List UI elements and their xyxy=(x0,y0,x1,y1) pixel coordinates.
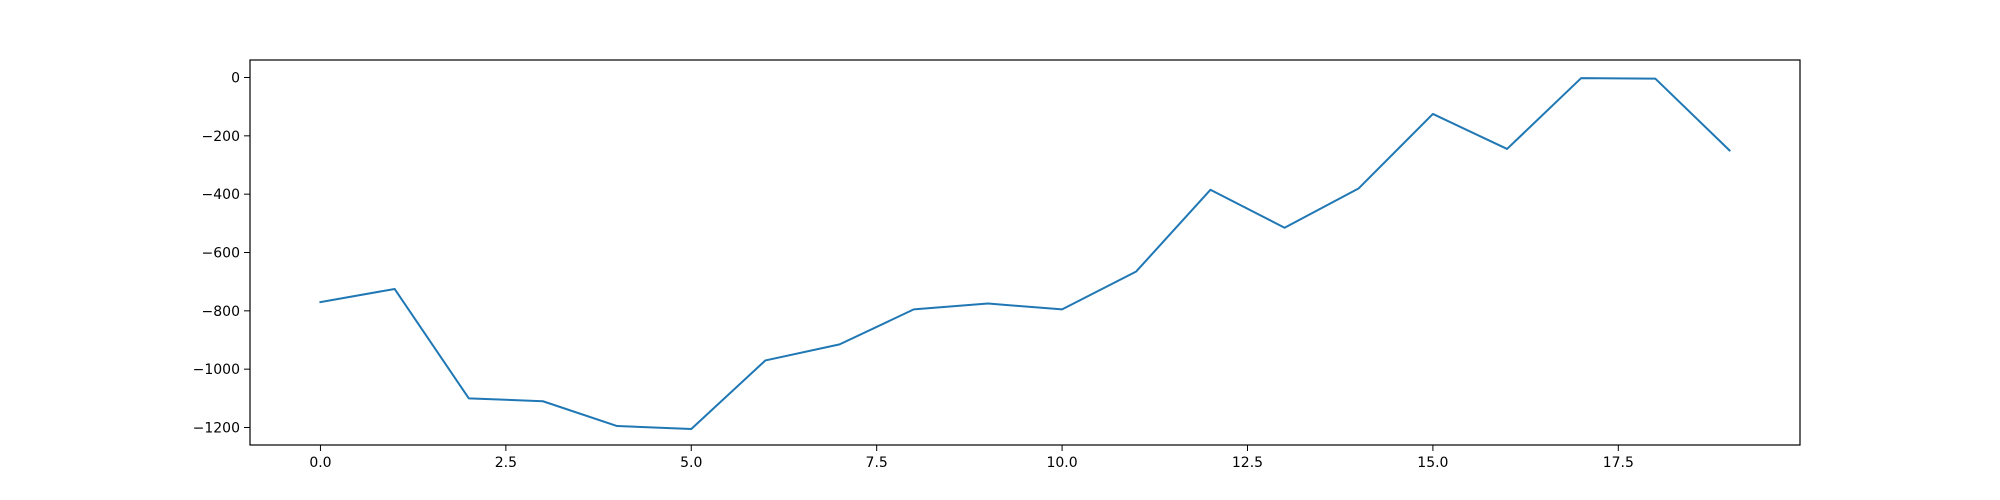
y-tick-label: −600 xyxy=(202,246,240,262)
x-axis: 0.0 2.5 5.0 7.5 10.0 12.5 15.0 17.5 xyxy=(309,445,1634,471)
y-tick-label: −800 xyxy=(202,304,240,320)
data-point xyxy=(839,343,841,345)
data-point xyxy=(913,308,915,310)
data-point xyxy=(542,400,544,402)
x-tick-label: 10.0 xyxy=(1046,455,1077,471)
data-point xyxy=(1432,113,1434,115)
y-tick-label: −400 xyxy=(202,187,240,203)
x-tick-label: 15.0 xyxy=(1417,455,1448,471)
data-point xyxy=(1135,270,1137,272)
data-point xyxy=(1358,187,1360,189)
data-point xyxy=(1209,189,1211,191)
y-tick-label: −1000 xyxy=(193,362,240,378)
y-tick-label: −200 xyxy=(202,129,240,145)
data-point xyxy=(1729,149,1731,151)
axes-frame xyxy=(249,59,1801,446)
x-tick-label: 7.5 xyxy=(866,455,888,471)
data-point xyxy=(394,288,396,290)
y-tick-label: −1200 xyxy=(193,421,240,437)
data-point xyxy=(1580,77,1582,79)
x-tick-label: 5.0 xyxy=(680,455,702,471)
y-tick-label: 0 xyxy=(231,71,240,87)
x-tick-label: 12.5 xyxy=(1232,455,1263,471)
data-point xyxy=(1284,227,1286,229)
series-line xyxy=(319,77,1731,430)
data-point xyxy=(1061,308,1063,310)
data-point xyxy=(319,301,321,303)
x-tick-label: 17.5 xyxy=(1603,455,1634,471)
plot-area xyxy=(319,77,1731,430)
data-point xyxy=(987,303,989,305)
data-point xyxy=(690,428,692,430)
x-tick-label: 2.5 xyxy=(495,455,517,471)
data-point xyxy=(468,397,470,399)
data-point xyxy=(1506,148,1508,150)
data-point xyxy=(616,425,618,427)
data-point xyxy=(764,359,766,361)
data-point xyxy=(1654,78,1656,80)
y-axis: 0 −200 −400 −600 −800 −1000 −1200 xyxy=(193,71,250,437)
x-tick-label: 0.0 xyxy=(309,455,331,471)
